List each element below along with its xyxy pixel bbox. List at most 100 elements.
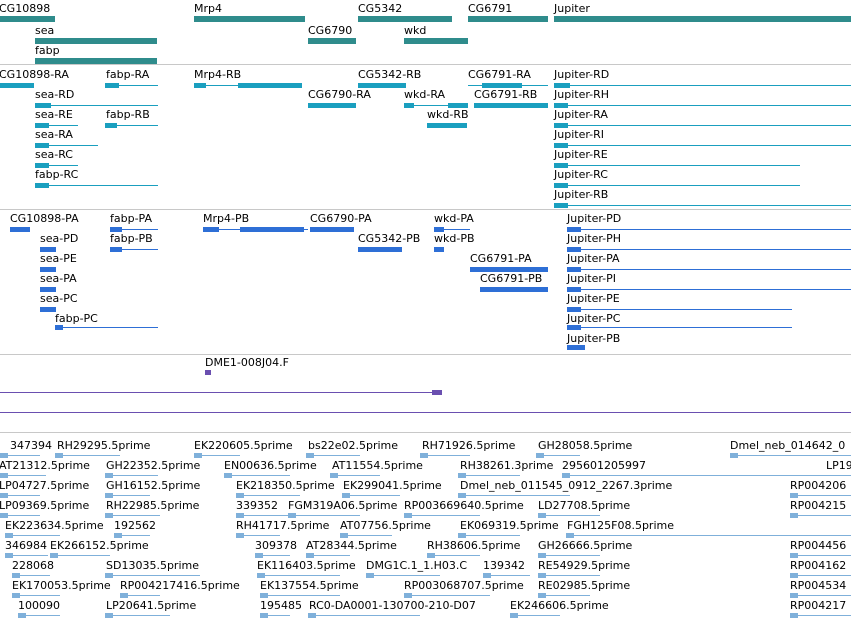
transcript-label[interactable]: Jupiter-RB — [554, 188, 609, 201]
transcript-glyph[interactable] — [554, 205, 851, 206]
gene-label[interactable]: fabp — [35, 44, 60, 57]
est-label[interactable]: RC0-DA0001-130700-210-D07 — [309, 599, 476, 612]
est-glyph[interactable] — [5, 555, 48, 556]
protein-glyph[interactable] — [110, 247, 122, 252]
est-label[interactable]: 339352 — [236, 499, 278, 512]
est-glyph[interactable] — [306, 555, 350, 556]
est-glyph[interactable] — [366, 573, 374, 578]
clone-glyph[interactable] — [0, 412, 851, 413]
transcript-glyph[interactable] — [554, 125, 851, 126]
est-glyph[interactable] — [260, 613, 268, 618]
est-glyph[interactable] — [224, 475, 290, 476]
gene-glyph[interactable] — [194, 16, 305, 22]
est-label[interactable]: RE02985.5prime — [538, 579, 631, 592]
est-label[interactable]: RH38606.5prime — [427, 539, 521, 552]
est-label[interactable]: EK246606.5prime — [510, 599, 609, 612]
est-glyph[interactable] — [0, 513, 8, 518]
protein-glyph[interactable] — [110, 227, 122, 232]
transcript-label[interactable]: Mrp4-RB — [194, 68, 242, 81]
est-label[interactable]: RP003068707.5prime — [404, 579, 524, 592]
protein-label[interactable]: Jupiter-PC — [567, 312, 621, 325]
transcript-glyph[interactable] — [482, 83, 522, 88]
est-glyph[interactable] — [404, 593, 412, 598]
est-glyph[interactable] — [5, 535, 60, 536]
est-label[interactable]: LD27708.5prime — [538, 499, 631, 512]
protein-label[interactable]: sea-PE — [40, 252, 77, 265]
transcript-glyph[interactable] — [554, 105, 851, 106]
est-glyph[interactable] — [458, 533, 466, 538]
est-glyph[interactable] — [730, 453, 738, 458]
est-glyph[interactable] — [538, 573, 546, 578]
est-label[interactable]: LP09369.5prime — [0, 499, 90, 512]
est-label[interactable]: GH28058.5prime — [538, 439, 633, 452]
protein-label[interactable]: CG6791-PA — [470, 252, 532, 265]
clone-glyph[interactable] — [205, 370, 211, 375]
est-glyph[interactable] — [538, 595, 590, 596]
est-glyph[interactable] — [105, 493, 113, 498]
est-label[interactable]: EK223634.5prime — [5, 519, 104, 532]
est-glyph[interactable] — [255, 553, 263, 558]
est-label[interactable]: AT07756.5prime — [340, 519, 431, 532]
est-glyph[interactable] — [342, 493, 350, 498]
protein-glyph[interactable] — [358, 247, 402, 252]
est-glyph[interactable] — [0, 473, 8, 478]
protein-glyph[interactable] — [567, 327, 792, 328]
est-label[interactable]: RH41717.5prime — [236, 519, 330, 532]
gene-label[interactable]: CG5342 — [358, 2, 403, 15]
transcript-glyph[interactable] — [35, 105, 158, 106]
protein-glyph[interactable] — [40, 267, 56, 272]
est-glyph[interactable] — [538, 513, 546, 518]
est-label[interactable]: 347394 — [10, 439, 52, 452]
est-glyph[interactable] — [536, 453, 544, 458]
est-glyph[interactable] — [194, 455, 240, 456]
est-label[interactable]: EK266152.5prime — [50, 539, 149, 552]
est-glyph[interactable] — [105, 515, 160, 516]
transcript-glyph[interactable] — [308, 103, 356, 108]
protein-glyph[interactable] — [240, 227, 304, 232]
est-label[interactable]: RH71926.5prime — [422, 439, 516, 452]
transcript-glyph[interactable] — [35, 143, 49, 148]
transcript-glyph[interactable] — [105, 125, 158, 126]
protein-label[interactable]: wkd-PA — [434, 212, 474, 225]
gene-glyph[interactable] — [35, 58, 157, 64]
est-glyph[interactable] — [260, 595, 340, 596]
est-glyph[interactable] — [538, 555, 600, 556]
est-label[interactable]: FGM319A06.5prime — [288, 499, 398, 512]
est-label[interactable]: 295601205997 — [562, 459, 646, 472]
gene-label[interactable]: sea — [35, 24, 55, 37]
protein-label[interactable]: Mrp4-PB — [203, 212, 250, 225]
transcript-label[interactable]: fabp-RA — [106, 68, 150, 81]
transcript-glyph[interactable] — [554, 83, 570, 88]
transcript-glyph[interactable] — [554, 103, 568, 108]
transcript-label[interactable]: wkd-RA — [404, 88, 446, 101]
gene-label[interactable]: CG6790 — [308, 24, 353, 37]
protein-glyph[interactable] — [567, 227, 581, 232]
transcript-glyph[interactable] — [554, 143, 568, 148]
est-label[interactable]: LP04727.5prime — [0, 479, 90, 492]
protein-label[interactable]: fabp-PC — [55, 312, 98, 325]
est-glyph[interactable] — [0, 453, 8, 458]
est-label[interactable]: bs22e02.5prime — [308, 439, 399, 452]
protein-label[interactable]: Jupiter-PB — [567, 332, 621, 345]
est-label[interactable]: 228068 — [12, 559, 54, 572]
protein-label[interactable]: sea-PC — [40, 292, 78, 305]
gene-label[interactable]: CG10898 — [0, 2, 51, 15]
est-glyph[interactable] — [236, 533, 244, 538]
est-label[interactable]: AT11554.5prime — [332, 459, 423, 472]
clone-glyph[interactable] — [0, 392, 440, 393]
est-glyph[interactable] — [55, 453, 63, 458]
est-glyph[interactable] — [404, 513, 412, 518]
protein-glyph[interactable] — [567, 229, 851, 230]
est-glyph[interactable] — [790, 593, 798, 598]
transcript-glyph[interactable] — [554, 163, 568, 168]
est-glyph[interactable] — [308, 613, 316, 618]
transcript-glyph[interactable] — [554, 203, 568, 208]
transcript-label[interactable]: Jupiter-RD — [554, 68, 610, 81]
protein-label[interactable]: wkd-PB — [434, 232, 475, 245]
transcript-glyph[interactable] — [358, 83, 406, 88]
protein-label[interactable]: fabp-PB — [110, 232, 153, 245]
est-glyph[interactable] — [790, 513, 798, 518]
est-glyph[interactable] — [458, 535, 520, 536]
protein-glyph[interactable] — [567, 345, 585, 350]
transcript-glyph[interactable] — [554, 123, 568, 128]
